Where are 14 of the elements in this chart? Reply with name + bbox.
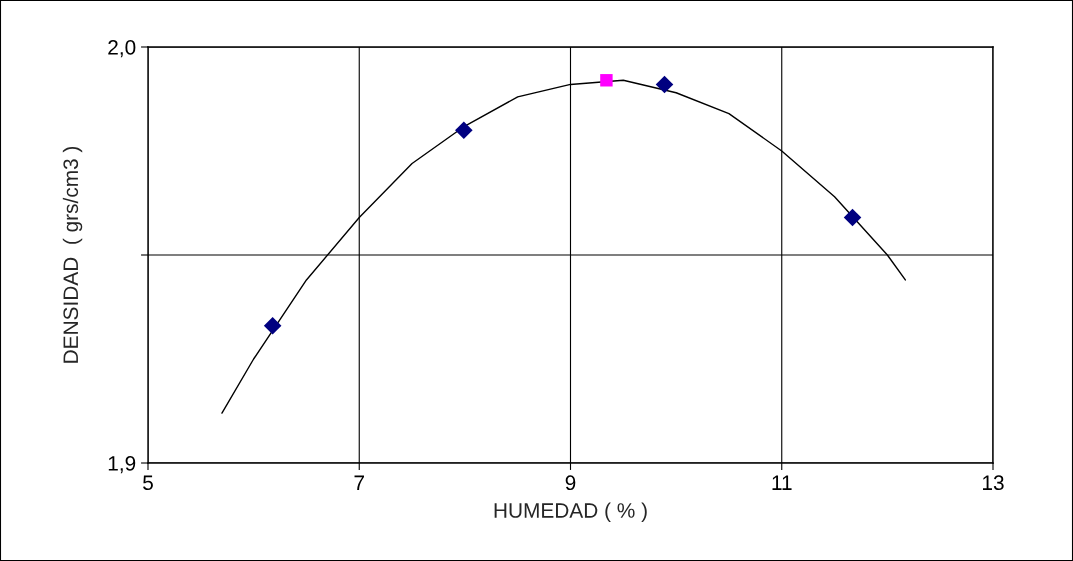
y-tick-label: 2,0 bbox=[108, 40, 136, 58]
x-tick-label: 13 bbox=[983, 475, 1004, 491]
x-tick-label: 5 bbox=[143, 475, 153, 491]
x-tick-label: 7 bbox=[354, 475, 364, 490]
point bbox=[263, 316, 282, 335]
point bbox=[455, 121, 473, 139]
y-tick-label: 1,9 bbox=[108, 456, 136, 474]
x-tick-label: 9 bbox=[565, 475, 576, 491]
point bbox=[600, 74, 613, 87]
y-axis-title: DENSIDAD ( grs/cm3 ) bbox=[62, 146, 83, 363]
point bbox=[655, 75, 674, 94]
point bbox=[843, 208, 862, 227]
x-tick-label: 11 bbox=[772, 475, 792, 490]
x-axis-title: HUMEDAD ( % ) bbox=[494, 502, 647, 522]
